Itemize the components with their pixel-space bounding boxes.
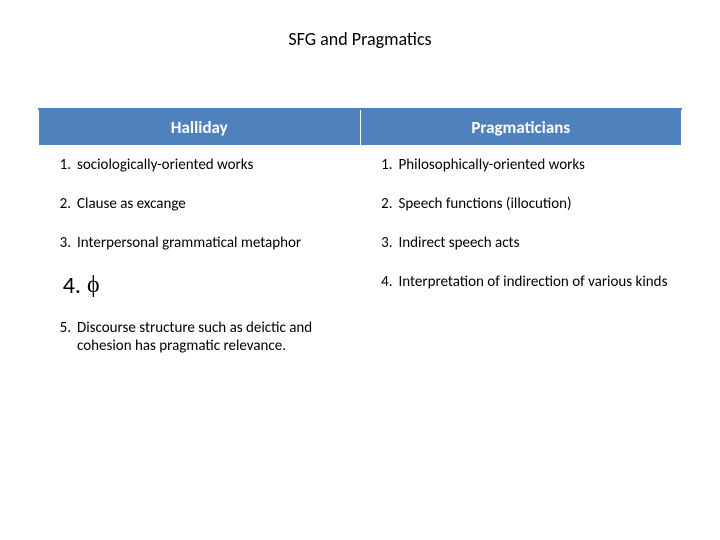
cell-right-5 bbox=[360, 309, 682, 366]
table-header-row: Halliday Pragmaticians bbox=[39, 109, 682, 146]
cell-right-3: 3. Indirect speech acts bbox=[360, 224, 682, 263]
table-row: 1. sociologically-oriented works 1. Phil… bbox=[39, 146, 682, 185]
table-row: 4. ϕ 4. Interpretation of indirection of… bbox=[39, 263, 682, 309]
table-row: 2. Clause as excange 2. Speech functions… bbox=[39, 185, 682, 224]
header-pragmaticians: Pragmaticians bbox=[360, 109, 682, 146]
cell-text: Clause as excange bbox=[77, 195, 354, 213]
cell-text: Philosophically-oriented works bbox=[399, 156, 676, 174]
cell-left-3: 3. Interpersonal grammatical metaphor bbox=[39, 224, 361, 263]
cell-text: Interpersonal grammatical metaphor bbox=[77, 234, 354, 252]
cell-right-4: 4. Interpretation of indirection of vari… bbox=[360, 263, 682, 309]
cell-num: 4. bbox=[367, 273, 399, 291]
cell-text: Discourse structure such as deictic and … bbox=[77, 319, 354, 355]
cell-num: 4. bbox=[45, 271, 87, 300]
cell-text: Indirect speech acts bbox=[399, 234, 676, 252]
cell-num: 3. bbox=[45, 234, 77, 252]
cell-left-2: 2. Clause as excange bbox=[39, 185, 361, 224]
cell-text: sociologically-oriented works bbox=[77, 156, 354, 174]
slide-root: SFG and Pragmatics Halliday Pragmatician… bbox=[0, 0, 720, 540]
cell-num: 3. bbox=[367, 234, 399, 252]
cell-text: Interpretation of indirection of various… bbox=[399, 273, 676, 291]
phi-symbol: ϕ bbox=[87, 272, 354, 299]
cell-num: 1. bbox=[45, 156, 77, 174]
cell-right-1: 1. Philosophically-oriented works bbox=[360, 146, 682, 185]
cell-text: Speech functions (illocution) bbox=[399, 195, 676, 213]
cell-num: 1. bbox=[367, 156, 399, 174]
comparison-table: Halliday Pragmaticians 1. sociologically… bbox=[38, 108, 682, 366]
cell-num: 5. bbox=[45, 319, 77, 337]
slide-title: SFG and Pragmatics bbox=[0, 28, 720, 50]
cell-left-1: 1. sociologically-oriented works bbox=[39, 146, 361, 185]
table-row: 5. Discourse structure such as deictic a… bbox=[39, 309, 682, 366]
cell-right-2: 2. Speech functions (illocution) bbox=[360, 185, 682, 224]
cell-left-4: 4. ϕ bbox=[39, 263, 361, 309]
table-row: 3. Interpersonal grammatical metaphor 3.… bbox=[39, 224, 682, 263]
cell-left-5: 5. Discourse structure such as deictic a… bbox=[39, 309, 361, 366]
cell-num: 2. bbox=[367, 195, 399, 213]
header-halliday: Halliday bbox=[39, 109, 361, 146]
cell-num: 2. bbox=[45, 195, 77, 213]
